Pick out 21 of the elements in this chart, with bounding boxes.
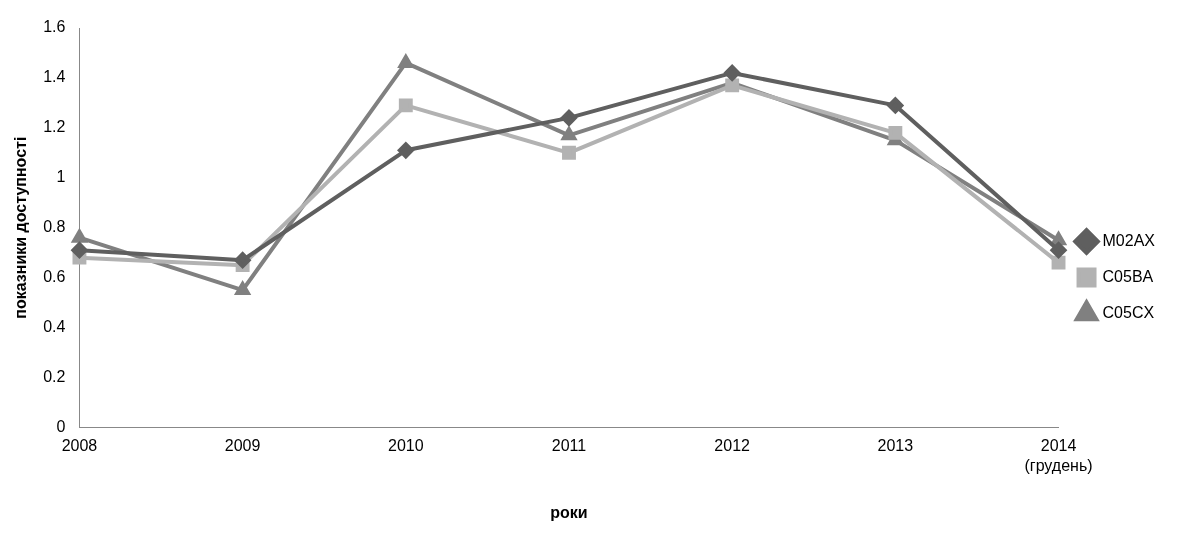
legend-label: C05BA — [1102, 267, 1154, 285]
x-tick-label: 2011 — [551, 437, 587, 455]
x-tick-label: 2009 — [224, 437, 261, 455]
y-tick-label: 1.6 — [43, 18, 66, 36]
legend-label: C05CX — [1102, 303, 1155, 321]
y-axis-title: показники доступності — [12, 136, 30, 319]
y-tick-label: 1 — [56, 168, 66, 186]
x-tick-label: 2012 — [714, 437, 751, 455]
y-tick-label: 0.2 — [43, 367, 66, 385]
legend-label: M02AX — [1102, 231, 1156, 249]
y-tick-label: 0.8 — [43, 218, 66, 236]
y-tick-label: 0 — [56, 417, 66, 435]
y-tick-label: 1.2 — [43, 118, 66, 136]
x-tick-label: 2010 — [388, 437, 424, 455]
x-axis-title: роки — [550, 503, 588, 521]
y-tick-label: 0.4 — [43, 317, 66, 335]
x-tick-label: 2014 (грудень) — [1024, 437, 1093, 474]
x-tick-label: 2013 — [877, 437, 914, 455]
y-tick-label: 1.4 — [43, 68, 66, 86]
y-tick-label: 0.6 — [43, 268, 66, 286]
x-tick-label: 2008 — [61, 437, 98, 455]
